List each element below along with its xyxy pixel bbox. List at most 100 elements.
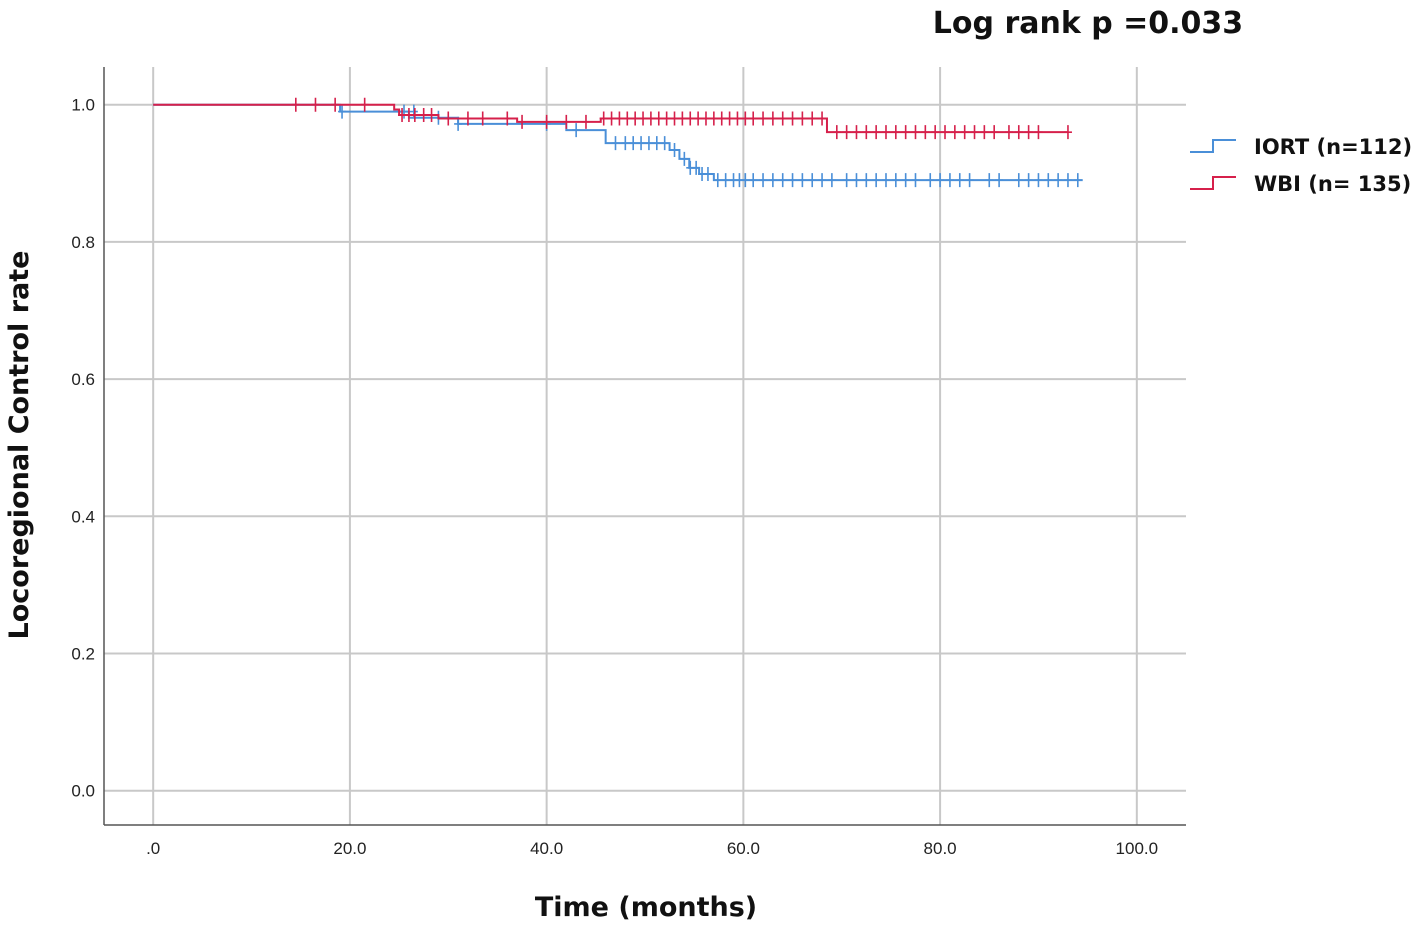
censor-mark-wbi — [398, 108, 407, 123]
plot-area — [153, 97, 1083, 188]
censor-mark-wbi — [778, 111, 787, 126]
censor-mark-iort — [660, 136, 669, 151]
censor-mark-iort — [749, 173, 758, 188]
censor-mark-iort — [713, 173, 722, 188]
censor-mark-wbi — [970, 125, 979, 140]
censor-mark-wbi — [599, 111, 608, 126]
legend-swatch-iort — [1190, 139, 1236, 153]
censor-mark-iort — [1054, 173, 1063, 188]
x-tick-label: 60.0 — [727, 839, 760, 858]
censor-mark-iort — [629, 136, 638, 151]
censor-mark-iort — [644, 136, 653, 151]
legend-label-wbi: WBI (n= 135) — [1254, 172, 1411, 196]
censor-mark-wbi — [725, 111, 734, 126]
censor-mark-iort — [926, 173, 935, 188]
censor-mark-iort — [721, 173, 730, 188]
censor-mark-wbi — [881, 125, 890, 140]
censor-mark-wbi — [749, 111, 758, 126]
censor-mark-wbi — [842, 125, 851, 140]
censor-mark-wbi — [818, 111, 827, 126]
censor-mark-wbi — [427, 108, 436, 123]
y-tick-label: 0.2 — [71, 645, 95, 664]
censor-mark-iort — [1044, 173, 1053, 188]
x-tick-label: 20.0 — [333, 839, 366, 858]
censor-mark-iort — [1024, 173, 1033, 188]
censor-mark-iort — [572, 123, 581, 138]
censor-mark-wbi — [631, 111, 640, 126]
censor-mark-wbi — [832, 125, 841, 140]
censor-mark-iort — [965, 173, 974, 188]
censor-mark-wbi — [694, 111, 703, 126]
censor-mark-wbi — [607, 111, 616, 126]
censor-mark-iort — [842, 173, 851, 188]
censor-mark-iort — [611, 136, 620, 151]
censor-mark-wbi — [990, 125, 999, 140]
censor-mark-wbi — [960, 125, 969, 140]
censor-mark-wbi — [678, 111, 687, 126]
censor-mark-wbi — [852, 125, 861, 140]
censor-mark-wbi — [717, 111, 726, 126]
censor-mark-wbi — [901, 125, 910, 140]
y-tick-label: 1.0 — [71, 96, 95, 115]
censor-mark-wbi — [701, 111, 710, 126]
censor-mark-iort — [1034, 173, 1043, 188]
censor-mark-iort — [759, 173, 768, 188]
y-tick-label: 0.8 — [71, 233, 95, 252]
censor-mark-wbi — [759, 111, 768, 126]
censor-mark-wbi — [662, 111, 671, 126]
censor-mark-wbi — [798, 111, 807, 126]
censor-mark-iort — [778, 173, 787, 188]
censor-mark-wbi — [331, 97, 340, 112]
censor-mark-iort — [741, 173, 750, 188]
censor-mark-iort — [862, 173, 871, 188]
censor-mark-iort — [680, 151, 689, 166]
censor-mark-wbi — [872, 125, 881, 140]
censor-mark-wbi — [1004, 125, 1013, 140]
x-axis-title: Time (months) — [535, 892, 757, 923]
censor-mark-iort — [901, 173, 910, 188]
censor-mark-wbi — [931, 125, 940, 140]
censor-mark-wbi — [1024, 125, 1033, 140]
censor-mark-iort — [703, 167, 712, 182]
censor-mark-iort — [400, 104, 409, 119]
censor-mark-wbi — [670, 111, 679, 126]
censor-mark-wbi — [686, 111, 695, 126]
censor-mark-iort — [852, 173, 861, 188]
y-tick-label: 0.6 — [71, 370, 95, 389]
censor-mark-iort — [1014, 173, 1023, 188]
censor-mark-wbi — [921, 125, 930, 140]
censor-mark-wbi — [291, 97, 300, 112]
censor-mark-iort — [670, 143, 679, 158]
censor-mark-wbi — [950, 125, 959, 140]
censor-mark-iort — [872, 173, 881, 188]
censor-mark-iort — [995, 173, 1004, 188]
censor-mark-iort — [891, 173, 900, 188]
censor-mark-wbi — [311, 97, 320, 112]
censor-mark-iort — [637, 136, 646, 151]
censor-mark-iort — [911, 173, 920, 188]
legend: IORT (n=112) WBI (n= 135) — [1190, 135, 1412, 196]
series-wbi — [153, 97, 1072, 140]
x-tick-label: 100.0 — [1116, 839, 1159, 858]
censor-mark-iort — [985, 173, 994, 188]
censor-mark-iort — [818, 173, 827, 188]
x-tick-label: 40.0 — [530, 839, 563, 858]
y-tick-label: 0.4 — [71, 507, 95, 526]
censor-mark-wbi — [463, 111, 472, 126]
censor-mark-wbi — [891, 125, 900, 140]
censor-mark-wbi — [478, 111, 487, 126]
censor-mark-iort — [945, 173, 954, 188]
censor-mark-iort — [827, 173, 836, 188]
censor-mark-wbi — [503, 111, 512, 126]
censor-mark-wbi — [581, 114, 590, 129]
censor-mark-wbi — [1034, 125, 1043, 140]
censor-mark-iort — [692, 160, 701, 175]
censor-mark-wbi — [562, 114, 571, 129]
censor-mark-iort — [409, 104, 418, 119]
censor-mark-wbi — [980, 125, 989, 140]
axes — [103, 67, 1186, 826]
censor-mark-wbi — [911, 125, 920, 140]
censor-mark-wbi — [709, 111, 718, 126]
censor-mark-wbi — [941, 125, 950, 140]
censor-mark-iort — [955, 173, 964, 188]
